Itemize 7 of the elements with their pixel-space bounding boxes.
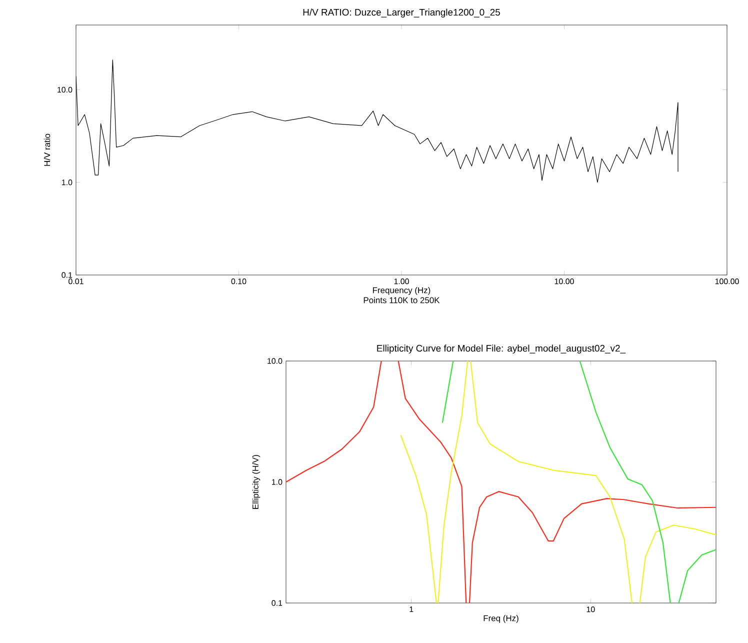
x-axis-title: Freq (Hz) [484, 615, 518, 623]
chart-title: Ellipticity Curve for Model File: aybel_model_august02_v2_ [377, 344, 626, 354]
y-axis-title: H/V ratio [44, 134, 50, 166]
chart-title: H/V RATIO: Duzce_Larger_Triangle1200_0_25 [303, 8, 500, 18]
x-axis-title: Frequency (Hz) [373, 287, 430, 295]
text: Points 110K to 250K [364, 296, 440, 304]
y-axis-title: Ellipticity (H/V) [252, 455, 260, 509]
